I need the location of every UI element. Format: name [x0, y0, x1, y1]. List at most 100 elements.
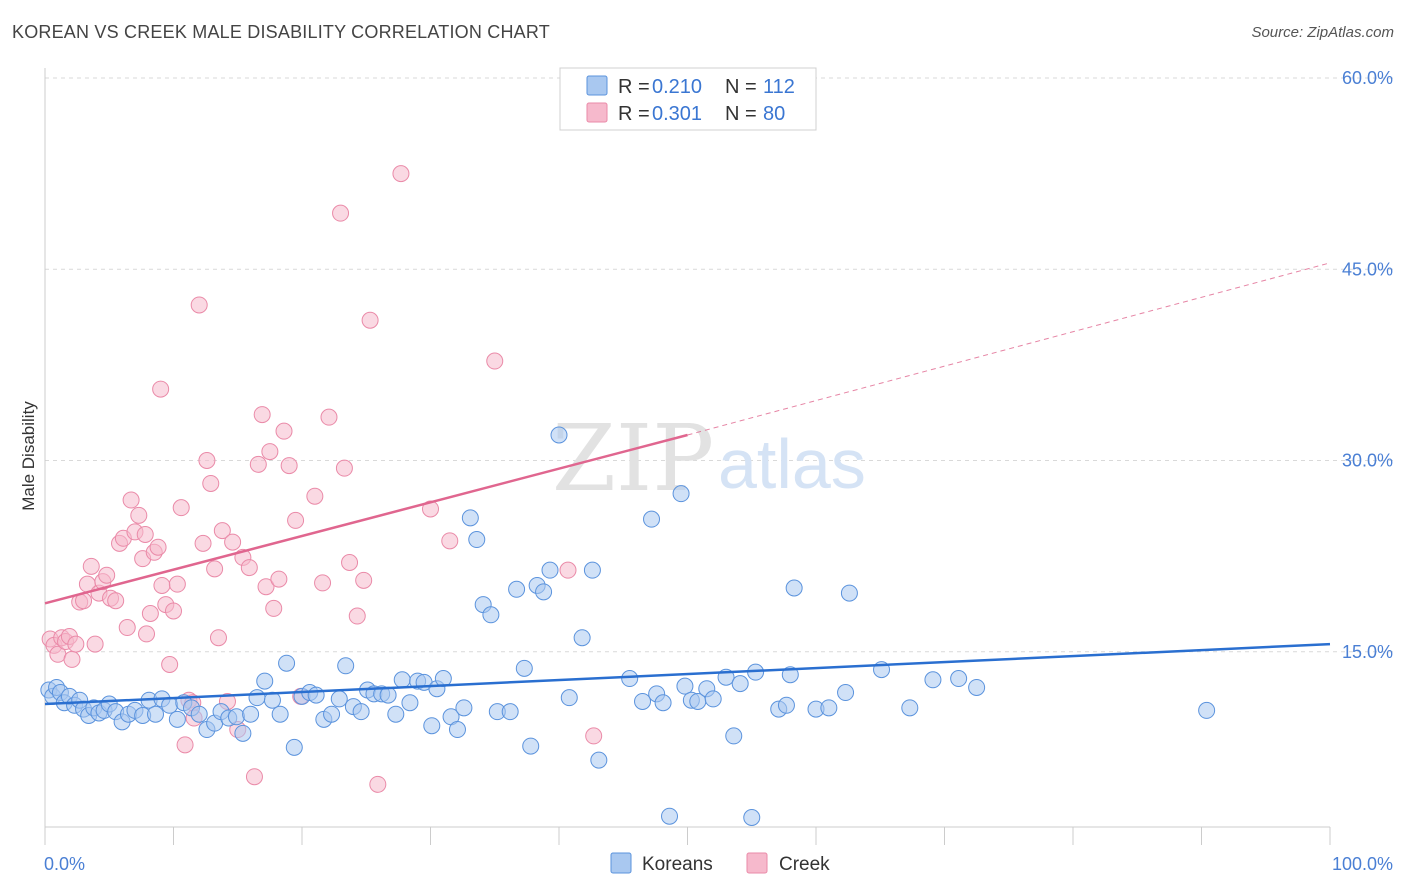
legend-n-label: N = [725, 76, 757, 98]
korean-point [634, 692, 652, 710]
creek-point [122, 491, 140, 509]
creek-point [245, 768, 263, 786]
korean-point [248, 689, 266, 707]
legend-row-koreans: R = 0.210 N = 112 [586, 75, 795, 98]
creek-point [136, 525, 154, 543]
korean-point [242, 705, 260, 723]
creek-trend-line [44, 433, 688, 605]
korean-point [401, 694, 419, 712]
korean-point [924, 671, 942, 689]
creek-point [335, 459, 353, 477]
korean-point [190, 705, 208, 723]
korean-point [501, 703, 519, 721]
korean-point [515, 659, 533, 677]
korean-point [482, 606, 500, 624]
creek-point [287, 511, 305, 529]
korean-point [573, 629, 591, 647]
creek-point [161, 656, 179, 673]
creek-point [168, 575, 186, 593]
creek-point [249, 455, 267, 473]
korean-point [541, 561, 559, 579]
creek-point [314, 574, 332, 592]
korean-point [837, 684, 855, 702]
creek-point [261, 443, 279, 461]
legend-swatch-koreans [586, 75, 608, 96]
korean-point [643, 510, 661, 528]
korean-point [704, 690, 722, 708]
creek-point [332, 204, 350, 222]
creek-point [98, 566, 116, 584]
korean-point [256, 672, 274, 690]
korean-point [508, 580, 526, 598]
korean-point [234, 724, 252, 742]
koreans-trend-line [44, 642, 1331, 706]
creek-point [361, 311, 379, 329]
y-tick-label: 30.0% [1342, 451, 1393, 471]
creek-point [194, 534, 212, 552]
legend-top: R = 0.210 N = 112 R = 0.301 N = 80 [559, 67, 817, 131]
korean-point [1198, 701, 1216, 719]
creek-point [253, 406, 271, 424]
korean-point [785, 579, 803, 597]
creek-point [369, 775, 387, 793]
y-tick-label: 45.0% [1342, 259, 1393, 279]
creek-point [270, 570, 288, 588]
korean-point [271, 705, 289, 723]
legend-n-label: N = [725, 103, 757, 125]
creek-point [348, 607, 366, 625]
creek-point [240, 559, 258, 577]
creek-point [257, 578, 275, 596]
creek-point [206, 560, 224, 578]
legend-bottom-label-creek: Creek [779, 854, 830, 875]
legend-r-value: 0.210 [652, 76, 702, 98]
creek-trend-extrapolation [687, 262, 1331, 436]
creek-point [138, 625, 156, 643]
korean-point [468, 531, 486, 549]
korean-point [950, 670, 968, 688]
creek-point [559, 561, 577, 579]
korean-point [423, 717, 441, 735]
creek-point [152, 380, 170, 398]
creek-point [176, 736, 194, 754]
korean-point [461, 509, 479, 527]
legend-bottom-swatch-koreans [610, 852, 632, 874]
creek-point [280, 457, 298, 475]
korean-point [393, 671, 411, 689]
creek-point [209, 629, 227, 647]
korean-point [168, 710, 186, 728]
korean-point [352, 703, 370, 721]
korean-point [672, 485, 690, 503]
korean-point [285, 738, 303, 756]
korean-point [387, 705, 405, 723]
legend-n-value: 112 [763, 76, 795, 98]
korean-point [777, 696, 795, 714]
legend-r-label: R = [618, 76, 650, 98]
korean-point [227, 708, 245, 726]
korean-point [337, 657, 355, 675]
creek-point [486, 352, 504, 370]
creek-point [441, 532, 459, 550]
korean-point [522, 737, 540, 755]
y-axis-title: Male Disability [19, 401, 38, 511]
creek-point [153, 576, 171, 594]
creek-point [265, 599, 283, 617]
tick-labels: 15.0% 30.0% 45.0% 60.0% 0.0% 100.0% [44, 68, 1393, 874]
chart-title: KOREAN VS CREEK MALE DISABILITY CORRELAT… [12, 22, 550, 42]
creek-point [172, 499, 190, 517]
x-tick-label: 0.0% [44, 854, 85, 874]
watermark-zip: ZIP [552, 405, 714, 512]
creek-point [118, 619, 136, 637]
korean-point [330, 690, 348, 708]
axes [44, 68, 1331, 845]
korean-point [731, 675, 749, 693]
x-tick-label: 100.0% [1332, 854, 1393, 874]
korean-point [661, 807, 679, 825]
creek-point [202, 474, 220, 492]
korean-point [676, 677, 694, 695]
creek-point [224, 533, 242, 551]
korean-point [654, 694, 672, 712]
trend-lines [44, 262, 1331, 706]
creek-point [422, 500, 439, 518]
korean-point [968, 678, 986, 696]
